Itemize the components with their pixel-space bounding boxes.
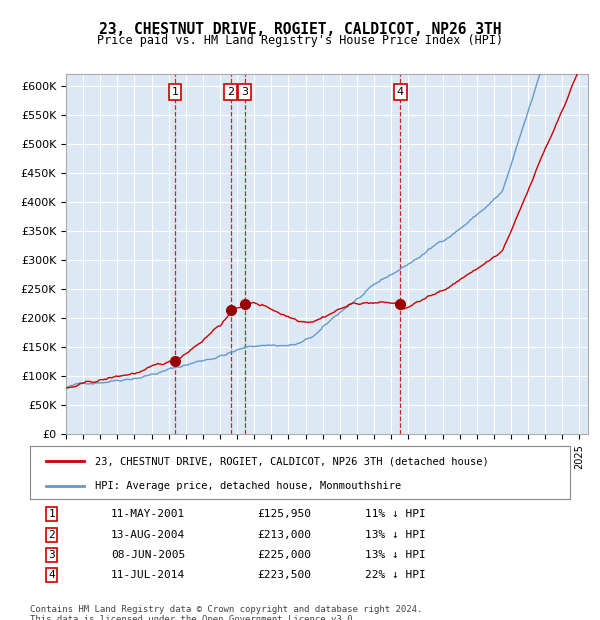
Text: 2: 2 [227,87,234,97]
Text: 1: 1 [172,87,178,97]
Text: 3: 3 [48,550,55,560]
Text: 13% ↓ HPI: 13% ↓ HPI [365,550,425,560]
Text: £225,000: £225,000 [257,550,311,560]
Text: 11% ↓ HPI: 11% ↓ HPI [365,510,425,520]
Text: £213,000: £213,000 [257,529,311,539]
Text: 3: 3 [241,87,248,97]
Text: HPI: Average price, detached house, Monmouthshire: HPI: Average price, detached house, Monm… [95,481,401,491]
Text: 23, CHESTNUT DRIVE, ROGIET, CALDICOT, NP26 3TH: 23, CHESTNUT DRIVE, ROGIET, CALDICOT, NP… [99,22,501,37]
Text: 08-JUN-2005: 08-JUN-2005 [111,550,185,560]
Text: 11-JUL-2014: 11-JUL-2014 [111,570,185,580]
Text: Contains HM Land Registry data © Crown copyright and database right 2024.
This d: Contains HM Land Registry data © Crown c… [30,604,422,620]
Text: £223,500: £223,500 [257,570,311,580]
Text: 4: 4 [397,87,404,97]
Text: 23, CHESTNUT DRIVE, ROGIET, CALDICOT, NP26 3TH (detached house): 23, CHESTNUT DRIVE, ROGIET, CALDICOT, NP… [95,456,488,466]
Text: 13% ↓ HPI: 13% ↓ HPI [365,529,425,539]
Text: 2: 2 [48,529,55,539]
Text: 4: 4 [48,570,55,580]
Text: £125,950: £125,950 [257,510,311,520]
Text: Price paid vs. HM Land Registry's House Price Index (HPI): Price paid vs. HM Land Registry's House … [97,34,503,47]
Text: 11-MAY-2001: 11-MAY-2001 [111,510,185,520]
Text: 13-AUG-2004: 13-AUG-2004 [111,529,185,539]
Text: 22% ↓ HPI: 22% ↓ HPI [365,570,425,580]
Text: 1: 1 [48,510,55,520]
